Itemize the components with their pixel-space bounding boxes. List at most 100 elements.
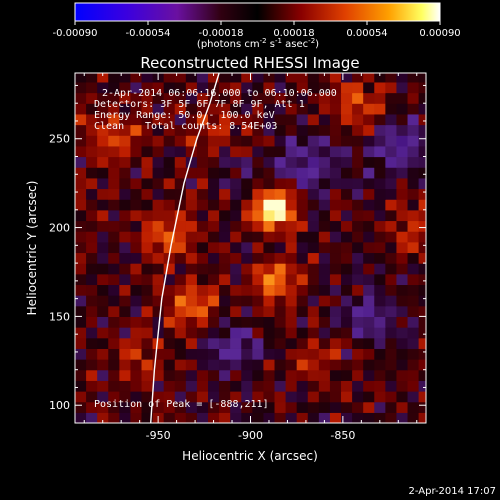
heatmap-cell <box>219 156 231 168</box>
heatmap-cell <box>352 73 364 83</box>
heatmap-cell <box>196 81 209 94</box>
heatmap-cell <box>352 327 364 339</box>
heatmap-cell <box>108 380 120 392</box>
heatmap-cell <box>374 81 386 94</box>
x-axis: -950 -900 -850 <box>83 73 418 442</box>
heatmap-cell <box>296 412 309 423</box>
heatmap-cell <box>418 231 426 243</box>
heatmap-cell <box>141 167 154 179</box>
heatmap-cell <box>407 252 420 264</box>
heatmap-cell <box>285 295 298 307</box>
heatmap-cell <box>274 263 287 275</box>
heatmap-cell <box>130 113 143 126</box>
heatmap-cell <box>241 73 253 83</box>
heatmap-cell <box>385 369 398 381</box>
y-axis-label: Heliocentric Y (arcsec) <box>25 181 39 316</box>
heatmap-cell <box>329 241 342 254</box>
heatmap-cell <box>318 305 331 317</box>
heatmap-cell <box>285 135 298 147</box>
heatmap-cell <box>296 295 309 307</box>
heatmap-cell <box>141 359 154 371</box>
heatmap-cell <box>86 337 98 349</box>
heatmap-cell <box>385 316 398 328</box>
heatmap-cell <box>307 273 320 286</box>
heatmap-cell <box>318 273 331 286</box>
heatmap-cell <box>329 124 342 136</box>
heatmap-cell <box>185 145 198 158</box>
heatmap-cell <box>396 391 409 403</box>
heatmap-cell <box>208 273 220 286</box>
heatmap-cell <box>75 401 87 413</box>
heatmap-cell <box>185 177 198 190</box>
heatmap-cell <box>252 156 265 168</box>
heatmap-cell <box>241 145 253 158</box>
heatmap-cell <box>97 103 109 115</box>
heatmap-cell <box>174 337 187 349</box>
heatmap-cell <box>141 103 154 115</box>
heatmap-cell <box>329 412 342 423</box>
heatmap-cell <box>307 252 320 264</box>
heatmap-cell <box>163 295 176 307</box>
heatmap-cell <box>374 401 386 413</box>
heatmap-cell <box>307 263 320 275</box>
heatmap-cell <box>86 124 98 136</box>
heatmap-cell <box>385 188 398 200</box>
heatmap-cell <box>385 263 398 275</box>
heatmap-cell <box>108 412 120 423</box>
heatmap-cell <box>174 412 187 423</box>
heatmap-cell <box>208 135 220 147</box>
heatmap-cell <box>329 391 342 403</box>
heatmap-cell <box>141 177 154 190</box>
heatmap-cell <box>97 124 109 136</box>
heatmap-cell <box>274 209 287 222</box>
heatmap-cell <box>318 145 331 158</box>
heatmap-cell <box>208 81 220 94</box>
heatmap-cell <box>285 316 298 328</box>
heatmap-cell <box>352 412 364 423</box>
info-annotations: 2-Apr-2014 06:06:16.000 to 06:10:06.000 … <box>94 88 337 410</box>
heatmap-cell <box>418 199 426 211</box>
heatmap-cell <box>407 199 420 211</box>
heatmap-cell <box>119 177 132 190</box>
heatmap-cell <box>296 124 309 136</box>
heatmap-cell <box>318 327 331 339</box>
heatmap-cell <box>385 73 398 83</box>
heatmap-cell <box>329 359 342 371</box>
heatmap-cell <box>418 92 426 104</box>
heatmap-cell <box>108 252 120 264</box>
heatmap-cell <box>407 284 420 296</box>
heatmap-cell <box>296 316 309 328</box>
heatmap-cell <box>407 135 420 147</box>
heatmap-cell <box>363 145 375 158</box>
heatmap-cell <box>241 327 253 339</box>
heatmap-cell <box>274 113 287 126</box>
x-axis-label: Heliocentric X (arcsec) <box>182 449 318 463</box>
heatmap-cell <box>130 135 143 147</box>
heatmap-cell <box>97 295 109 307</box>
heatmap-cell <box>407 401 420 413</box>
heatmap-cell <box>252 177 265 190</box>
heatmap-cell <box>185 241 198 254</box>
heatmap-cell <box>252 92 265 104</box>
heatmap-cell <box>185 273 198 286</box>
heatmap-cell <box>219 369 231 381</box>
heatmap-cell <box>318 92 331 104</box>
heatmap-cell <box>208 188 220 200</box>
heatmap-cell <box>396 209 409 222</box>
heatmap-cell <box>285 337 298 349</box>
heatmap-cell <box>285 188 298 200</box>
heatmap-cell <box>163 263 176 275</box>
heatmap-cell <box>418 284 426 296</box>
heatmap-cell <box>407 231 420 243</box>
heatmap-cell <box>363 81 375 94</box>
heatmap-cell <box>407 81 420 94</box>
heatmap-cell <box>75 316 87 328</box>
heatmap-cell <box>86 81 98 94</box>
heatmap-cell <box>263 103 276 115</box>
heatmap-cell <box>185 316 198 328</box>
heatmap-cell <box>219 103 231 115</box>
heatmap-cell <box>307 177 320 190</box>
heatmap-cell <box>274 241 287 254</box>
heatmap-cell <box>274 412 287 423</box>
heatmap-cell <box>75 199 87 211</box>
